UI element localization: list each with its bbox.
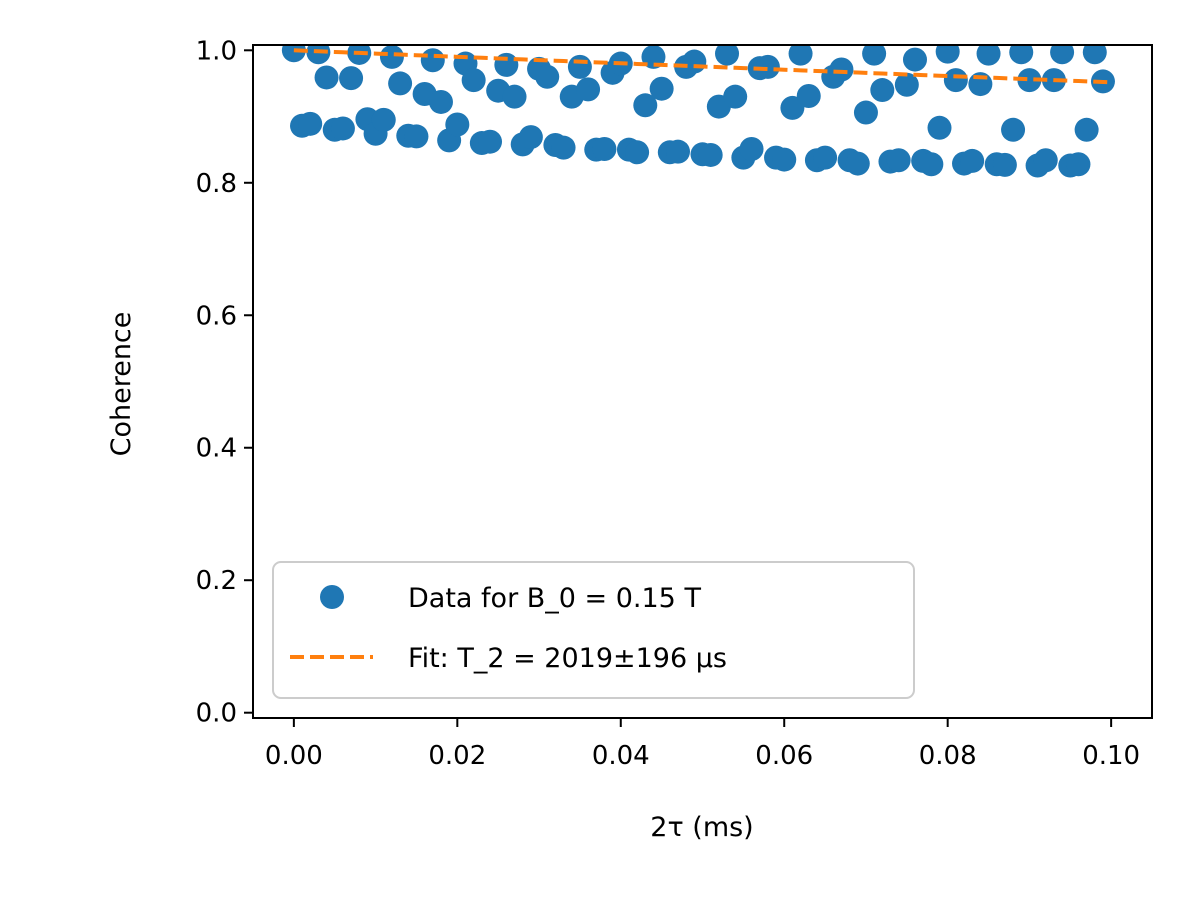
fit-curve bbox=[293, 48, 1112, 85]
data-point bbox=[567, 54, 592, 79]
data-point bbox=[853, 100, 878, 125]
data-point bbox=[298, 111, 323, 136]
y-tick-label: 0.6 bbox=[196, 301, 237, 331]
legend: Data for B_0 = 0.15 T Fit: T_2 = 2019±19… bbox=[272, 561, 915, 699]
x-tick-label: 0.00 bbox=[265, 741, 323, 771]
data-point bbox=[1017, 68, 1042, 93]
legend-marker-data bbox=[320, 585, 344, 609]
y-tick-label: 0.4 bbox=[196, 434, 237, 464]
data-point bbox=[1001, 117, 1026, 142]
data-point bbox=[339, 66, 364, 91]
y-tick-label: 1.0 bbox=[196, 36, 237, 66]
data-point bbox=[1050, 45, 1075, 65]
data-point bbox=[682, 49, 707, 74]
data-point bbox=[592, 137, 617, 161]
x-tick-label: 0.10 bbox=[1082, 741, 1140, 771]
data-point bbox=[715, 45, 740, 66]
data-point bbox=[813, 145, 838, 170]
data-point bbox=[943, 68, 968, 93]
data-point bbox=[1033, 148, 1058, 173]
data-point bbox=[976, 45, 1001, 66]
data-point bbox=[829, 57, 854, 82]
data-point bbox=[625, 140, 650, 165]
legend-label-fit: Fit: T_2 = 2019±196 µs bbox=[408, 643, 727, 674]
data-point bbox=[461, 68, 486, 93]
data-point bbox=[1074, 117, 1099, 142]
y-axis-label: Coherence bbox=[106, 312, 137, 457]
data-point bbox=[870, 78, 895, 103]
data-point bbox=[1066, 152, 1091, 177]
data-point bbox=[960, 148, 985, 173]
data-point bbox=[420, 48, 445, 73]
data-point bbox=[330, 116, 355, 141]
data-point bbox=[649, 76, 674, 101]
data-point bbox=[886, 148, 911, 173]
series-layer bbox=[281, 45, 1115, 178]
data-point bbox=[919, 152, 944, 177]
data-point bbox=[633, 93, 658, 118]
data-point bbox=[502, 84, 527, 109]
data-point bbox=[404, 124, 429, 149]
data-point bbox=[1009, 45, 1034, 65]
y-tick-label: 0.0 bbox=[196, 699, 237, 729]
data-point bbox=[1082, 45, 1107, 65]
data-point bbox=[796, 84, 821, 108]
y-axis-ticks: 0.0 0.2 0.4 0.6 0.8 1.0 bbox=[196, 36, 253, 729]
data-point bbox=[379, 45, 404, 69]
data-point bbox=[894, 72, 919, 97]
data-point bbox=[428, 89, 453, 114]
legend-label-data: Data for B_0 = 0.15 T bbox=[408, 583, 701, 614]
data-point bbox=[314, 65, 339, 90]
x-tick-label: 0.08 bbox=[919, 741, 977, 771]
data-point bbox=[388, 71, 413, 96]
data-point bbox=[445, 112, 470, 137]
data-point bbox=[845, 151, 870, 176]
data-point bbox=[788, 45, 813, 66]
data-point bbox=[902, 47, 927, 72]
plot-frame bbox=[252, 44, 1153, 719]
x-axis-label: 2τ (ms) bbox=[650, 812, 753, 843]
data-point bbox=[927, 115, 952, 140]
legend-box bbox=[272, 561, 915, 699]
data-point bbox=[478, 129, 503, 154]
data-point bbox=[698, 142, 723, 167]
data-point bbox=[665, 139, 690, 164]
data-point bbox=[518, 125, 543, 150]
data-point bbox=[772, 147, 797, 172]
data-point bbox=[576, 77, 601, 102]
data-point bbox=[535, 64, 560, 89]
x-tick-label: 0.06 bbox=[755, 741, 813, 771]
data-point bbox=[992, 152, 1017, 177]
x-tick-label: 0.02 bbox=[428, 741, 486, 771]
data-point bbox=[347, 45, 372, 65]
data-point bbox=[371, 107, 396, 132]
data-point bbox=[723, 84, 748, 109]
x-axis-ticks: 0.00 0.02 0.04 0.06 0.08 0.10 bbox=[265, 718, 1140, 771]
data-point bbox=[935, 45, 960, 64]
x-tick-label: 0.04 bbox=[592, 741, 650, 771]
y-tick-label: 0.8 bbox=[196, 169, 237, 199]
data-point bbox=[551, 135, 576, 160]
y-tick-label: 0.2 bbox=[196, 566, 237, 596]
data-point bbox=[739, 137, 764, 161]
data-point bbox=[862, 45, 887, 66]
data-point bbox=[755, 54, 780, 79]
